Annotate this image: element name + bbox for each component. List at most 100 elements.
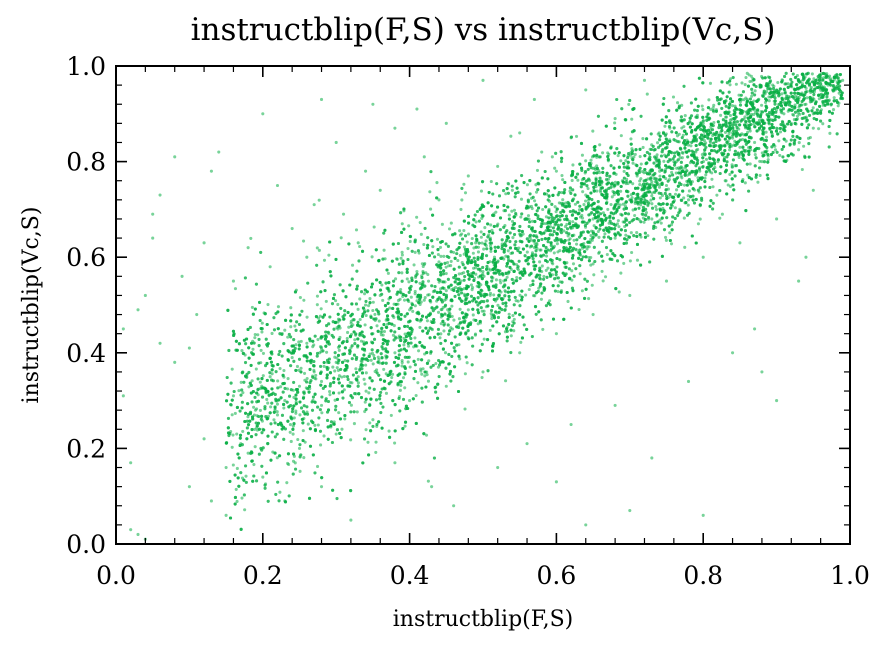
scatter-point xyxy=(760,151,764,155)
scatter-point xyxy=(711,185,715,189)
scatter-point xyxy=(444,289,448,293)
scatter-point xyxy=(626,181,630,186)
scatter-point xyxy=(575,242,579,246)
scatter-point xyxy=(388,306,392,310)
scatter-point xyxy=(580,289,584,293)
scatter-point xyxy=(403,332,407,336)
scatter-point xyxy=(596,229,600,234)
scatter-point xyxy=(293,324,297,328)
scatter-point xyxy=(489,268,493,272)
scatter-point xyxy=(143,293,147,297)
scatter-point xyxy=(630,250,634,255)
scatter-point xyxy=(289,439,293,443)
scatter-point xyxy=(622,261,626,265)
scatter-point xyxy=(613,236,617,240)
scatter-point xyxy=(538,260,542,264)
scatter-point xyxy=(609,185,613,189)
scatter-point xyxy=(499,281,503,285)
scatter-point xyxy=(496,259,500,263)
scatter-point xyxy=(663,134,667,138)
scatter-point xyxy=(639,162,643,166)
scatter-point xyxy=(560,191,564,195)
scatter-point xyxy=(492,293,496,297)
points-layer xyxy=(121,71,845,541)
scatter-point xyxy=(333,369,337,373)
scatter-point xyxy=(681,133,685,137)
scatter-point xyxy=(261,374,265,378)
scatter-point xyxy=(349,518,353,522)
scatter-point xyxy=(419,369,423,373)
scatter-point xyxy=(482,274,486,278)
scatter-point xyxy=(187,346,191,350)
scatter-point xyxy=(742,98,746,102)
scatter-point xyxy=(571,220,575,224)
scatter-point xyxy=(817,127,821,131)
scatter-point xyxy=(268,375,272,379)
scatter-point xyxy=(394,277,398,281)
scatter-point xyxy=(529,204,533,208)
scatter-point xyxy=(481,370,485,374)
scatter-point xyxy=(403,424,407,428)
scatter-point xyxy=(440,222,444,226)
scatter-point xyxy=(270,331,274,336)
scatter-point xyxy=(585,247,589,251)
scatter-point xyxy=(318,314,322,318)
scatter-point xyxy=(337,348,341,352)
scatter-point xyxy=(463,407,467,411)
scatter-point xyxy=(371,300,375,304)
scatter-point xyxy=(371,308,375,313)
scatter-point xyxy=(630,196,634,200)
scatter-point xyxy=(748,162,752,166)
scatter-point xyxy=(631,161,635,165)
scatter-point xyxy=(240,349,244,353)
scatter-point xyxy=(250,379,254,383)
scatter-point xyxy=(279,385,283,389)
scatter-point xyxy=(595,189,599,193)
scatter-point xyxy=(298,413,302,417)
scatter-point xyxy=(629,231,633,235)
scatter-point xyxy=(331,365,335,369)
scatter-point xyxy=(775,127,779,131)
scatter-point xyxy=(129,461,133,465)
scatter-point xyxy=(683,114,687,118)
scatter-point xyxy=(633,213,637,218)
scatter-point xyxy=(452,504,456,508)
scatter-point xyxy=(605,252,609,257)
scatter-point xyxy=(302,239,306,243)
scatter-point xyxy=(288,423,293,427)
scatter-point xyxy=(275,456,279,460)
scatter-point xyxy=(738,241,742,245)
scatter-point xyxy=(554,480,558,484)
scatter-point xyxy=(764,135,769,139)
scatter-point xyxy=(645,92,649,96)
scatter-point xyxy=(817,97,821,101)
scatter-point xyxy=(630,149,635,153)
scatter-point xyxy=(268,265,272,269)
scatter-point xyxy=(531,294,536,298)
scatter-point xyxy=(305,315,309,319)
scatter-point xyxy=(466,174,470,178)
scatter-point xyxy=(327,253,331,257)
scatter-point xyxy=(746,173,750,177)
scatter-point xyxy=(589,256,593,260)
scatter-point xyxy=(417,349,421,353)
scatter-point xyxy=(337,374,341,378)
scatter-point xyxy=(341,212,346,216)
scatter-point xyxy=(275,386,280,390)
scatter-point xyxy=(364,169,368,173)
scatter-point xyxy=(342,388,346,392)
scatter-point xyxy=(246,246,250,250)
scatter-point xyxy=(407,280,411,284)
scatter-point xyxy=(660,150,664,154)
scatter-point xyxy=(488,328,492,332)
scatter-point xyxy=(466,308,470,312)
scatter-point xyxy=(343,359,347,363)
scatter-point xyxy=(592,224,596,228)
scatter-point xyxy=(740,81,744,85)
scatter-point xyxy=(400,279,404,283)
scatter-point xyxy=(180,274,184,278)
scatter-point xyxy=(480,376,484,380)
scatter-point xyxy=(675,134,680,138)
scatter-point xyxy=(252,462,256,467)
scatter-point xyxy=(639,235,643,239)
